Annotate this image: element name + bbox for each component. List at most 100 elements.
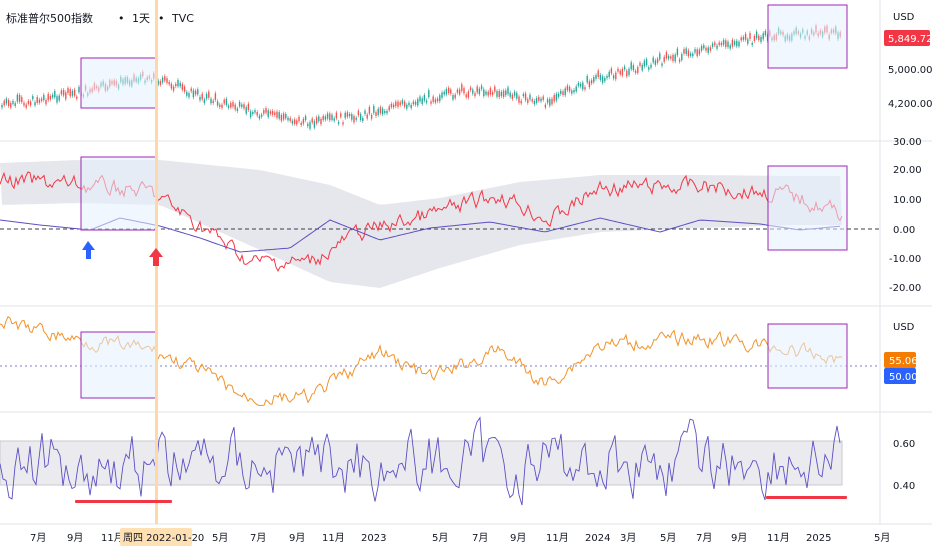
candle bbox=[656, 58, 659, 63]
candle bbox=[619, 70, 621, 75]
candle bbox=[54, 91, 56, 98]
oscillator-band bbox=[0, 160, 842, 288]
candle bbox=[10, 103, 12, 108]
candle bbox=[639, 62, 641, 66]
candle bbox=[399, 102, 401, 106]
candle bbox=[692, 53, 694, 57]
candle bbox=[271, 111, 274, 115]
candle bbox=[348, 114, 351, 117]
candle bbox=[747, 39, 749, 44]
candle bbox=[164, 76, 166, 81]
candle bbox=[408, 102, 410, 106]
candle bbox=[648, 67, 650, 70]
candle bbox=[579, 83, 582, 87]
ratio-currency: USD bbox=[893, 322, 915, 333]
candle bbox=[225, 98, 228, 105]
candle bbox=[621, 68, 624, 76]
candle bbox=[386, 110, 388, 114]
candle bbox=[487, 91, 489, 96]
chart-interval[interactable]: 1天 bbox=[132, 12, 150, 25]
candle bbox=[604, 78, 606, 82]
candle bbox=[659, 53, 661, 60]
candle bbox=[326, 113, 329, 119]
osc-axis-label: 20.00 bbox=[893, 165, 922, 176]
candle bbox=[447, 87, 450, 93]
candle bbox=[445, 89, 448, 95]
candle bbox=[304, 116, 307, 121]
time-axis-label: 5月 bbox=[212, 532, 228, 544]
candle bbox=[289, 117, 291, 121]
candle bbox=[661, 63, 663, 66]
candle bbox=[166, 78, 168, 83]
candle bbox=[632, 65, 635, 71]
candle bbox=[551, 98, 553, 105]
candle bbox=[670, 56, 672, 59]
time-axis-label: 9月 bbox=[67, 532, 83, 544]
candle bbox=[47, 93, 49, 101]
candle bbox=[584, 87, 586, 90]
candle bbox=[485, 91, 487, 95]
candle bbox=[694, 49, 696, 53]
candle bbox=[287, 117, 289, 121]
candle bbox=[665, 52, 668, 59]
candle bbox=[502, 90, 505, 97]
candle bbox=[159, 81, 162, 85]
candle bbox=[562, 91, 564, 95]
candle bbox=[480, 85, 483, 90]
candle bbox=[432, 96, 434, 102]
candle bbox=[643, 60, 646, 67]
candle bbox=[463, 88, 465, 94]
candle bbox=[711, 43, 714, 47]
candle bbox=[419, 96, 421, 102]
candle bbox=[709, 47, 712, 51]
candle bbox=[722, 40, 725, 45]
candle bbox=[300, 122, 302, 125]
candle bbox=[40, 98, 43, 101]
candle bbox=[421, 98, 423, 104]
candle bbox=[577, 83, 580, 86]
candle bbox=[478, 88, 481, 95]
candle bbox=[685, 48, 687, 54]
osc-axis-label: -10.00 bbox=[889, 254, 921, 265]
candle bbox=[263, 110, 265, 114]
candle bbox=[516, 92, 518, 99]
candle bbox=[201, 93, 203, 100]
candle bbox=[78, 86, 80, 93]
candle bbox=[434, 99, 437, 103]
candle bbox=[441, 92, 443, 98]
candle bbox=[71, 90, 74, 96]
candle bbox=[170, 83, 173, 89]
candle bbox=[45, 100, 47, 105]
candle bbox=[221, 104, 223, 108]
osc-axis-label: 30.00 bbox=[893, 137, 922, 148]
candle bbox=[329, 113, 331, 121]
highlight-box bbox=[767, 323, 848, 389]
candle bbox=[51, 94, 54, 98]
candle bbox=[179, 82, 181, 87]
candle bbox=[410, 104, 412, 109]
price-axis-label: 4,200.00 bbox=[888, 99, 932, 110]
candle bbox=[428, 90, 430, 98]
candle bbox=[14, 103, 16, 106]
chart-title[interactable]: 标准普尔500指数 bbox=[6, 11, 93, 25]
candle bbox=[216, 101, 219, 106]
candle bbox=[725, 40, 727, 47]
candle bbox=[626, 70, 628, 77]
candle bbox=[714, 42, 716, 46]
time-axis-label: 5月 bbox=[432, 532, 448, 544]
candle bbox=[634, 70, 637, 73]
osc-axis-label: 0.00 bbox=[893, 225, 915, 236]
candle bbox=[549, 98, 551, 106]
candle bbox=[461, 84, 463, 91]
candle bbox=[436, 98, 439, 102]
header-separator-2: • bbox=[158, 12, 165, 25]
candle bbox=[324, 116, 327, 120]
candle bbox=[181, 84, 184, 90]
osc-axis-label: -20.00 bbox=[889, 283, 921, 294]
candle bbox=[588, 81, 591, 88]
chart-source[interactable]: TVC bbox=[171, 12, 194, 25]
candle bbox=[511, 94, 514, 99]
candle bbox=[381, 108, 384, 115]
candle bbox=[157, 80, 159, 85]
